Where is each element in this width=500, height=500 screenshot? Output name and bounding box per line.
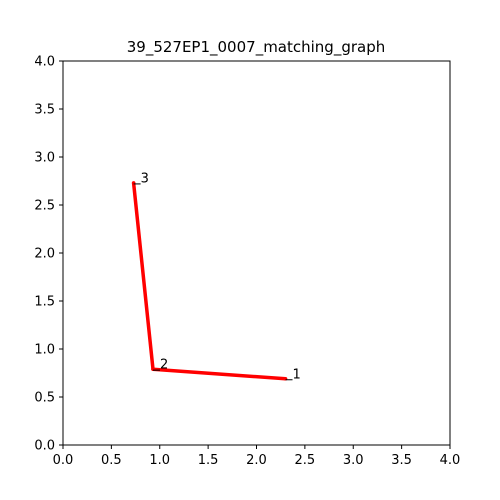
y-tick-label: 0.5: [34, 391, 55, 406]
x-tick-label: 3.0: [343, 453, 364, 468]
axes-frame: [62, 60, 451, 446]
y-tick-label: 2.0: [34, 247, 55, 262]
y-tick-label: 1.5: [34, 295, 55, 310]
chart-title: 39_527EP1_0007_matching_graph: [127, 38, 386, 57]
x-tick-label: 1.5: [198, 453, 219, 468]
y-tick-label: 3.0: [34, 151, 55, 166]
y-axis: 0.0 0.5 1.0 1.5 2.0 2.5 3.0 3.5 4.0: [34, 55, 63, 454]
y-tick-label: 0.0: [34, 439, 55, 454]
x-tick-label: 0.0: [53, 453, 74, 468]
point-label: 2: [160, 358, 168, 373]
series-line: [131, 182, 286, 381]
point-label: 3: [141, 171, 149, 186]
x-tick-label: 0.5: [101, 453, 122, 468]
x-tick-label: 4.0: [440, 453, 461, 468]
y-tick-label: 3.5: [34, 103, 55, 118]
y-tick-label: 2.5: [34, 199, 55, 214]
x-tick-label: 1.0: [149, 453, 170, 468]
x-axis: 0.0 0.5 1.0 1.5 2.0 2.5 3.0 3.5 4.0: [53, 445, 461, 468]
point-label: 1: [293, 367, 301, 382]
plot-area: 1 2 3: [131, 171, 301, 382]
y-tick-label: 1.0: [34, 343, 55, 358]
x-tick-label: 3.5: [391, 453, 412, 468]
x-tick-label: 2.0: [246, 453, 267, 468]
y-tick-label: 4.0: [34, 55, 55, 70]
x-tick-label: 2.5: [295, 453, 316, 468]
